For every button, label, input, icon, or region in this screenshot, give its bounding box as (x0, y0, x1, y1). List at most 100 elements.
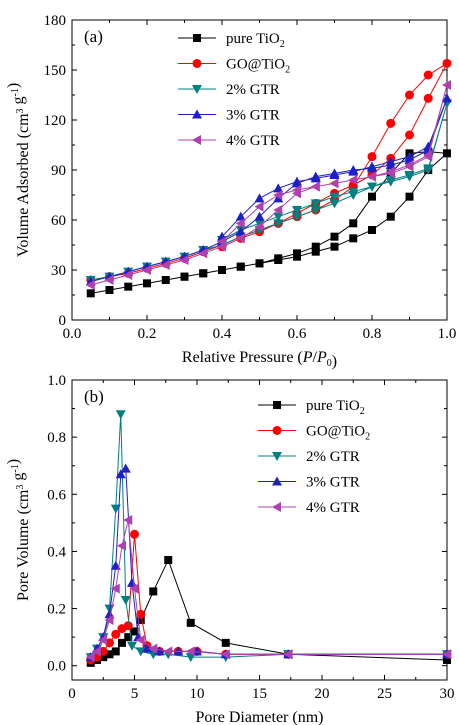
data-point (283, 649, 293, 660)
label-part: Volume Adsorbed (cm (15, 113, 32, 257)
label-part: P (302, 349, 313, 366)
label-part: 0 (327, 358, 332, 369)
x-tick-label: 25 (377, 686, 392, 702)
y-tick-label: 180 (44, 13, 67, 29)
y-axis-label: Pore Volume (cm3 g-1) (5, 459, 32, 601)
data-point (329, 170, 340, 179)
data-point (330, 242, 339, 251)
data-point (367, 182, 377, 192)
y-tick-label: 0.6 (47, 487, 66, 503)
data-point (115, 410, 126, 420)
data-point (405, 90, 414, 100)
data-point (293, 252, 301, 261)
label-part: pure TiO (306, 398, 360, 414)
data-point (130, 627, 139, 636)
x-tick-label: 1.0 (438, 326, 457, 342)
data-point (110, 504, 121, 514)
legend-item: GO@TiO2 (258, 424, 370, 443)
y-tick-label: 0.4 (47, 544, 66, 560)
y-tick-label: 30 (51, 263, 66, 279)
data-point (368, 226, 376, 234)
data-point (104, 615, 114, 625)
data-point (368, 192, 376, 201)
data-point (149, 587, 158, 596)
data-point (180, 272, 189, 281)
data-point (124, 633, 133, 642)
data-point (273, 212, 284, 222)
data-point (117, 540, 126, 551)
legend-item: GO@TiO2 (178, 57, 290, 76)
data-point (86, 289, 95, 298)
data-point (254, 221, 264, 232)
x-tick-label: 20 (315, 686, 330, 702)
data-point (110, 560, 121, 570)
data-point (367, 171, 376, 182)
data-point (386, 118, 396, 128)
data-point (98, 635, 108, 645)
legend-item: 3% GTR (178, 108, 280, 124)
data-point (192, 59, 202, 68)
label-part: P (316, 349, 327, 366)
data-point (443, 149, 451, 158)
data-point (254, 193, 265, 203)
data-point (198, 248, 208, 259)
data-point (130, 529, 139, 539)
legend-label: pure TiO2 (306, 398, 365, 417)
y-tick-label: 150 (44, 63, 67, 79)
label-part: GO@TiO (306, 424, 365, 440)
data-point (329, 199, 340, 209)
data-point (105, 650, 114, 659)
data-point (236, 262, 245, 271)
data-point (148, 643, 158, 654)
label-part: 2 (360, 406, 365, 417)
label-part: 3 (15, 485, 26, 490)
x-tick-label: 15 (252, 686, 267, 702)
chart-panel-a: 0.0 0.2 0.4 0.6 0.8 1.00306090120150180Relati… (5, 13, 456, 370)
data-point (442, 80, 451, 90)
data-point (404, 160, 414, 170)
data-point (423, 70, 433, 80)
data-point (367, 161, 377, 171)
data-point (443, 656, 451, 664)
data-point (164, 556, 173, 564)
data-point (273, 183, 284, 193)
legend-label: 3% GTR (226, 108, 280, 124)
data-point (310, 199, 321, 209)
data-point (235, 218, 245, 229)
data-point (199, 269, 208, 278)
data-point (127, 641, 137, 651)
data-point (405, 130, 414, 140)
data-point (442, 58, 452, 68)
data-point (273, 219, 284, 229)
label-part: pure TiO (226, 31, 280, 47)
data-point (160, 260, 170, 270)
legend-label: pure TiO2 (226, 31, 285, 50)
legend-label: 4% GTR (226, 133, 280, 149)
label-part: g (10, 473, 27, 485)
data-point (111, 647, 120, 656)
label-part: 4% GTR (306, 500, 360, 516)
y-tick-label: 0 (59, 313, 67, 329)
data-point (142, 265, 151, 275)
data-point (193, 34, 201, 42)
legend-item: 2% GTR (258, 449, 360, 465)
data-point (348, 175, 358, 185)
data-point (218, 266, 226, 274)
data-point (235, 211, 246, 221)
data-point (442, 649, 451, 660)
data-point (235, 233, 245, 244)
data-point (423, 164, 434, 174)
label-part: 2 (280, 39, 285, 50)
y-tick-label: 120 (44, 113, 67, 129)
data-point (85, 652, 95, 663)
x-tick-label: 0.0 (63, 326, 82, 342)
data-point (142, 643, 152, 653)
data-point (272, 426, 282, 435)
data-point (272, 502, 281, 512)
data-point (329, 178, 339, 189)
x-tick-label: 0.2 (138, 326, 157, 342)
data-point (385, 176, 396, 185)
label-part: 3% GTR (306, 475, 360, 491)
data-point (123, 621, 133, 631)
